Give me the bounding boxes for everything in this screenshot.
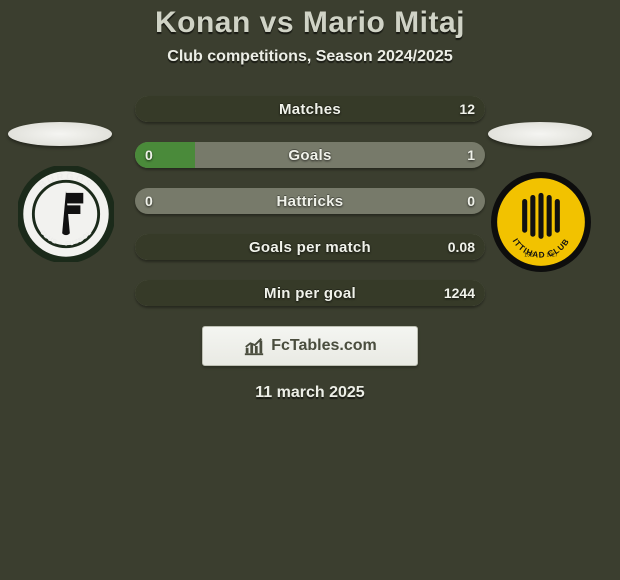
stat-rows: Matches12Goals01Hattricks00Goals per mat… [135, 96, 485, 306]
stat-label: Hattricks [135, 188, 485, 214]
stat-value-left: 0 [145, 188, 153, 214]
stat-value-right: 12 [459, 96, 475, 122]
stat-row: Hattricks0 0 [135, 188, 485, 214]
bar-chart-icon [243, 335, 265, 357]
stat-row: Matches12 [135, 96, 485, 122]
stat-value-left: 0 [145, 142, 153, 168]
page-title: Konan vs Mario Mitaj [0, 0, 620, 40]
stat-row: Goals per match0.08 [135, 234, 485, 260]
player-left-platform [8, 122, 112, 146]
stat-value-right: 1 [467, 142, 475, 168]
player-right-platform [488, 122, 592, 146]
club-badge-left: BURGOS CLUB · FUTBOL [18, 166, 114, 262]
club-badge-right: ITTIHAD CLUB 1927 · · · 1927 [490, 171, 592, 273]
date-text: 11 march 2025 [0, 384, 620, 402]
stat-label: Matches [135, 96, 485, 122]
stat-row: Goals0 1 [135, 142, 485, 168]
brand-text: FcTables.com [271, 337, 377, 355]
stat-row: Min per goal1244 [135, 280, 485, 306]
stat-label: Goals per match [135, 234, 485, 260]
stat-value-right: 0 [467, 188, 475, 214]
svg-text:1927 · · · 1927: 1927 · · · 1927 [524, 253, 558, 259]
stat-value-right: 1244 [444, 280, 475, 306]
stat-label: Goals [135, 142, 485, 168]
brand-footer: FcTables.com [202, 326, 418, 366]
comparison-chart: BURGOS CLUB · FUTBOL ITT [0, 96, 620, 306]
stat-value-right: 0.08 [448, 234, 475, 260]
subtitle: Club competitions, Season 2024/2025 [0, 48, 620, 66]
stat-label: Min per goal [135, 280, 485, 306]
